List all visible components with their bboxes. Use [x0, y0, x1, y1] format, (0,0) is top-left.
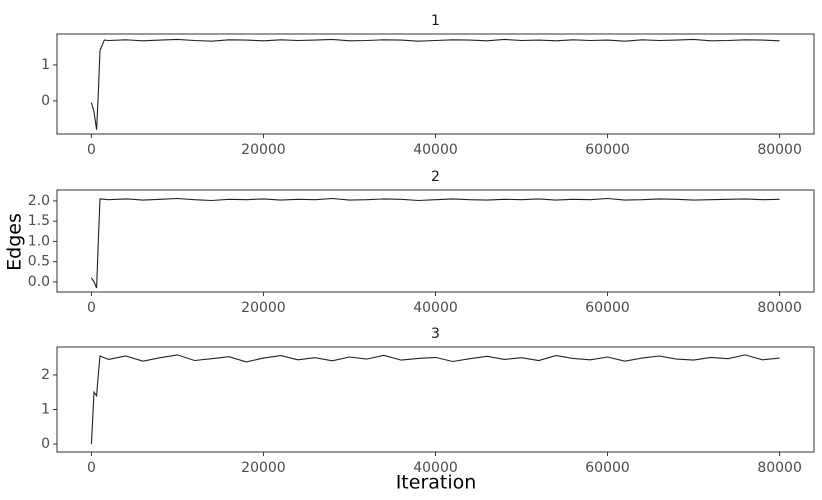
y-tick-label: 1.5: [28, 213, 50, 229]
x-tick-label: 80000: [757, 460, 802, 476]
x-tick-label: 60000: [585, 460, 630, 476]
panel-border: [56, 33, 815, 135]
data-line: [90, 197, 780, 289]
x-tick-label: 0: [87, 460, 96, 476]
y-axis-title: Edges: [4, 213, 26, 271]
x-tick-label: 0: [87, 300, 96, 316]
y-tick-label: 0: [41, 93, 50, 109]
y-tick-label: 0.5: [28, 254, 50, 270]
x-tick-label: 80000: [757, 142, 802, 158]
x-tick-label: 60000: [585, 300, 630, 316]
x-tick-label: 40000: [413, 460, 458, 476]
x-tick-label: 0: [87, 142, 96, 158]
data-line: [90, 354, 780, 445]
panel-border: [56, 346, 815, 453]
x-tick-label: 60000: [585, 142, 630, 158]
data-line: [90, 38, 780, 130]
y-tick-label: 1: [41, 402, 50, 418]
y-tick-label: 1.0: [28, 233, 50, 249]
panel-title: 3: [431, 326, 440, 342]
x-tick-label: 40000: [413, 142, 458, 158]
y-tick-label: 0: [41, 436, 50, 452]
y-tick-label: 1: [41, 57, 50, 73]
y-tick-label: 2: [41, 367, 50, 383]
y-tick-label: 0.0: [28, 274, 50, 290]
x-tick-label: 40000: [413, 300, 458, 316]
x-tick-label: 20000: [241, 460, 286, 476]
y-tick-label: 2.0: [28, 193, 50, 209]
panel-border: [56, 189, 815, 293]
panel-title: 2: [431, 169, 440, 185]
panel-title: 1: [431, 13, 440, 29]
x-tick-label: 20000: [241, 142, 286, 158]
x-axis-title: Iteration: [396, 472, 477, 494]
x-tick-label: 20000: [241, 300, 286, 316]
x-tick-label: 80000: [757, 300, 802, 316]
